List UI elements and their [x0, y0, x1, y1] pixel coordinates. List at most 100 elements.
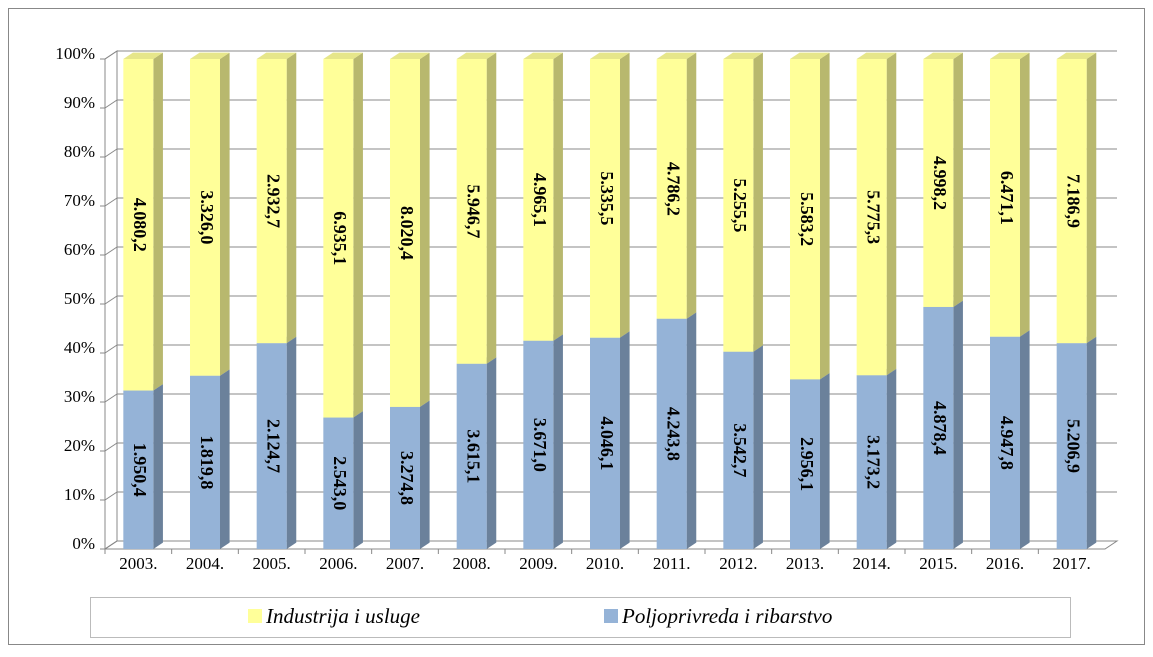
bar-front	[1056, 59, 1087, 344]
bar-side	[486, 357, 497, 549]
data-label: 1.950,4	[130, 443, 150, 497]
bar-segment	[523, 52, 563, 341]
bar-top	[390, 52, 430, 59]
bar-front	[990, 59, 1020, 337]
data-label: 5.583,2	[797, 192, 817, 246]
bar-segment	[656, 52, 697, 319]
bar-front	[190, 59, 220, 376]
bar-side	[953, 300, 963, 549]
grid-line-side	[104, 99, 118, 109]
bar-top	[523, 52, 563, 59]
bar-segment	[856, 368, 897, 549]
bar-side	[220, 52, 230, 376]
data-label: 4.080,2	[130, 198, 150, 252]
bar-front	[923, 59, 954, 307]
x-tick-label: 2005.	[253, 554, 291, 573]
bar-segment	[923, 300, 963, 549]
y-tick-label: 40%	[64, 338, 95, 357]
bar-segment	[390, 52, 430, 407]
bar-segment	[456, 357, 497, 549]
data-label: 4.947,8	[997, 416, 1017, 470]
bar-front	[656, 59, 687, 319]
bar-front	[723, 351, 754, 549]
bar-front	[190, 375, 220, 549]
bar-side	[886, 368, 897, 549]
data-label: 3.542,7	[730, 423, 750, 477]
x-tick-label: 2012.	[719, 554, 757, 573]
bar-front	[990, 336, 1020, 549]
bar-front	[590, 337, 620, 549]
data-label: 2.932,7	[264, 174, 284, 228]
y-tick-label: 30%	[64, 387, 95, 406]
bar-top	[990, 52, 1030, 59]
bar-segment	[923, 52, 963, 307]
data-label: 4.878,4	[930, 401, 950, 455]
bar-front	[923, 306, 954, 549]
data-label: 7.186,9	[1064, 174, 1084, 228]
x-tick-label: 2017.	[1053, 554, 1091, 573]
bar-top	[590, 52, 630, 59]
legend-box	[90, 597, 1071, 638]
bar-front	[256, 59, 287, 344]
bar-side	[1086, 336, 1097, 549]
data-label: 4.046,1	[597, 416, 617, 470]
bar-front	[590, 59, 620, 338]
x-tick-label: 2015.	[919, 554, 957, 573]
data-label: 4.243,8	[664, 407, 684, 461]
bar-side	[753, 52, 763, 352]
grid-line-side	[104, 540, 118, 550]
data-label: 6.935,1	[330, 211, 350, 265]
y-tick-label: 20%	[64, 436, 95, 455]
data-label: 5.206,9	[1064, 419, 1084, 473]
legend-label: Poljoprivreda i ribarstvo	[621, 604, 832, 628]
x-tick-label: 2007.	[386, 554, 424, 573]
bar-top	[1056, 52, 1097, 59]
bar-segment	[523, 334, 563, 549]
data-label: 4.786,2	[664, 162, 684, 216]
x-tick-label: 2009.	[519, 554, 557, 573]
bar-front	[390, 406, 420, 549]
data-label: 3.671,0	[530, 418, 550, 472]
bar-segment	[190, 369, 230, 549]
legend-swatch	[604, 609, 618, 623]
bar-top	[123, 52, 163, 59]
bar-side	[886, 52, 897, 376]
bar-side	[1020, 330, 1030, 549]
bar-segment	[990, 52, 1030, 337]
data-label: 6.471,1	[997, 171, 1017, 225]
bar-segment	[856, 52, 897, 376]
bar-top	[323, 52, 363, 59]
bar-side	[620, 331, 630, 549]
bar-front	[323, 59, 354, 418]
bar-front	[523, 59, 554, 341]
bar-segment	[190, 52, 230, 376]
bar-segment	[256, 52, 297, 344]
y-tick-label: 0%	[72, 534, 95, 553]
bar-front	[390, 59, 420, 407]
data-label: 3.615,1	[464, 429, 484, 483]
bar-top	[923, 52, 963, 59]
bar-side	[620, 52, 630, 338]
bar-front	[790, 379, 820, 549]
grid-line-side	[104, 295, 118, 305]
bar-top	[790, 52, 830, 59]
y-tick-label: 80%	[64, 142, 95, 161]
bar-side	[820, 372, 830, 549]
y-tick-label: 100%	[55, 44, 95, 63]
bar-segment	[790, 372, 830, 549]
bar-front	[790, 59, 820, 380]
x-tick-label: 2016.	[986, 554, 1024, 573]
grid-line-side	[104, 197, 118, 207]
data-label: 8.020,4	[397, 206, 417, 260]
bar-front	[123, 59, 154, 391]
data-label: 3.173,2	[864, 435, 884, 489]
bar-side	[686, 52, 697, 319]
bar-segment	[1056, 336, 1097, 549]
data-label: 3.326,0	[197, 190, 217, 244]
x-tick-label: 2014.	[853, 554, 891, 573]
bar-top	[723, 52, 763, 59]
data-label: 5.775,3	[864, 190, 884, 244]
grid-line-side	[104, 50, 118, 60]
bar-side	[286, 52, 297, 344]
